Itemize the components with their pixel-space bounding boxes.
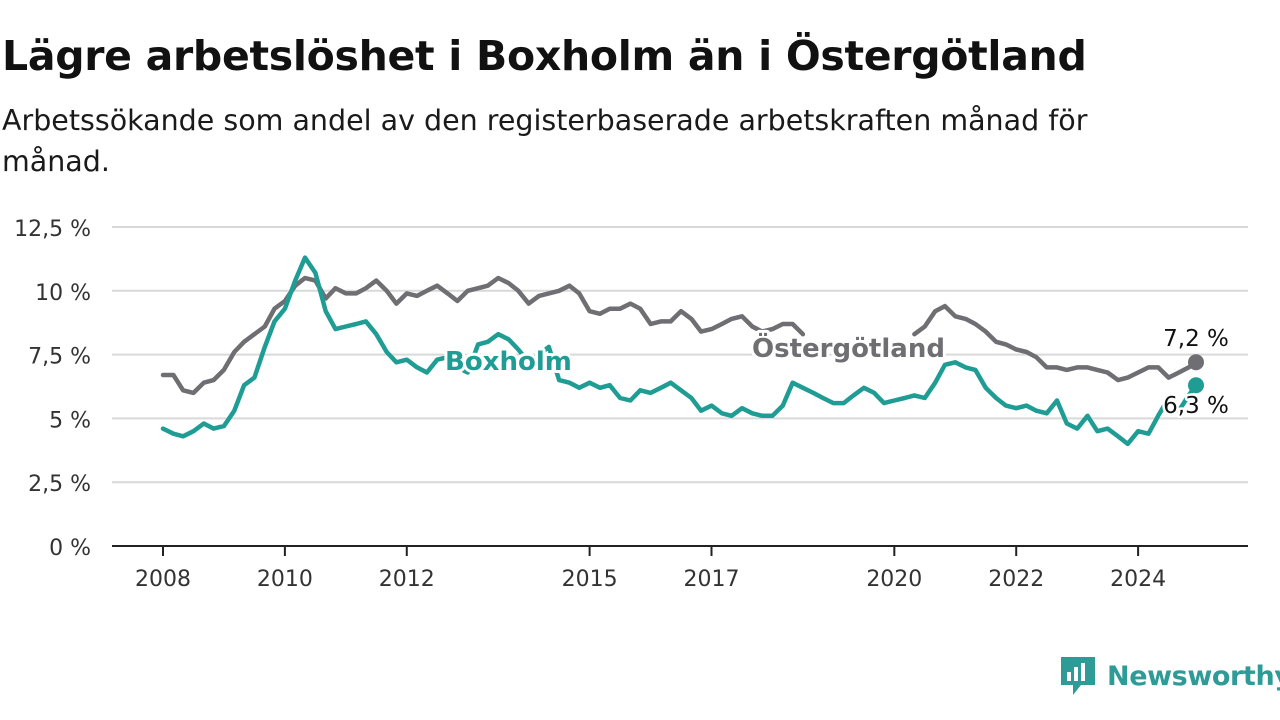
end-value-label: 7,2 %: [1163, 326, 1229, 352]
y-tick-label: 7,5 %: [28, 345, 91, 370]
series-line-östergötland: [160, 275, 806, 396]
x-tick-label: 2020: [866, 567, 922, 592]
x-tick-label: 2008: [135, 567, 191, 592]
y-tick-label: 10 %: [35, 281, 91, 306]
newsworthy-logo-text: Newsworthy: [1107, 660, 1280, 692]
y-tick-label: 2,5 %: [28, 472, 91, 497]
newsworthy-logo[interactable]: Newsworthy: [1059, 655, 1280, 697]
x-tick-label: 2024: [1110, 567, 1166, 592]
axes: 0 % 2,5 % 5 % 7,5 % 10 % 12,5 % 2008 2010 2012 20…: [14, 217, 1248, 592]
grid-lines: [112, 226, 1248, 484]
series-name-label: Östergötland: [752, 331, 945, 364]
end-point-marker: [1188, 354, 1204, 371]
series-name-label: Boxholm: [445, 347, 572, 377]
y-tick-label: 0 %: [49, 536, 91, 561]
y-tick-label: 5 %: [49, 408, 91, 433]
series-line-östergötland: [912, 303, 1199, 383]
end-point-marker: [1188, 377, 1204, 394]
newsworthy-logo-icon: [1061, 657, 1095, 695]
x-tick-label: 2010: [257, 567, 313, 592]
series-line-boxholm: [160, 255, 1199, 447]
x-tick-label: 2015: [562, 567, 618, 592]
x-tick-label: 2017: [683, 567, 739, 592]
series-labels: Boxholm Östergötland 7,2 % 6,3 %: [442, 324, 1231, 422]
x-tick-label: 2012: [379, 567, 435, 592]
end-value-label: 6,3 %: [1163, 393, 1229, 419]
x-tick-label: 2022: [988, 567, 1044, 592]
chart-subtitle: Arbetssökande som andel av den registerb…: [2, 104, 1088, 178]
y-tick-label: 12,5 %: [14, 217, 91, 242]
series-lines: [160, 255, 1204, 447]
chart-title: Lägre arbetslöshet i Boxholm än i Österg…: [2, 32, 1087, 80]
